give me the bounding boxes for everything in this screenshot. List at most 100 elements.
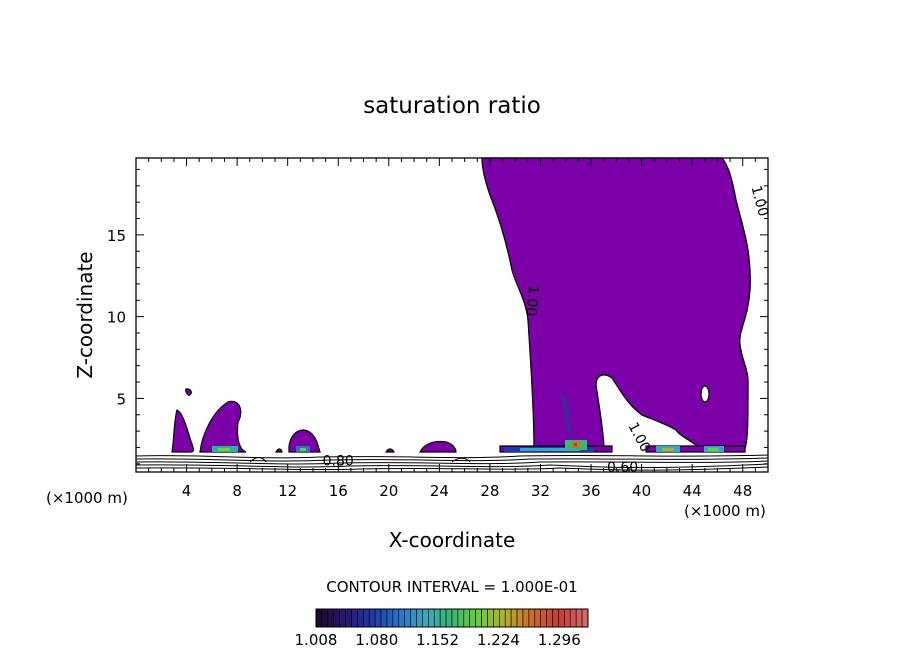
colorbar-swatch: [339, 608, 346, 628]
colorbar-swatch: [422, 608, 429, 628]
colorbar-swatch: [368, 608, 376, 628]
high-sat-streak: [662, 448, 674, 451]
x-tick-label: 36: [581, 482, 600, 500]
colorbar-swatch: [392, 608, 400, 628]
colorbar-swatch: [451, 608, 459, 628]
colorbar-swatch: [374, 608, 382, 628]
colorbar-tick-label: 1.008: [295, 631, 338, 649]
colorbar-swatch: [475, 608, 482, 628]
colorbar-swatch: [321, 608, 329, 628]
saturation-cell-f: [385, 448, 395, 453]
colorbar-swatch: [540, 608, 547, 628]
colorbar-frame: [315, 608, 589, 628]
colorbar-swatch: [463, 608, 471, 628]
colorbar-swatch: [327, 608, 335, 628]
plot-area: [135, 157, 769, 473]
colorbar-swatch: [351, 608, 358, 628]
colorbar-swatch: [404, 608, 411, 628]
high-sat-streak: [218, 448, 230, 451]
high-sat-streak: [300, 448, 306, 451]
y-tick-label: 10: [107, 309, 126, 327]
colorbar-swatch: [439, 608, 447, 628]
y-axis: 5 10 15: [107, 168, 768, 465]
colorbar-swatch: [357, 608, 364, 628]
x-tick-label: 44: [683, 482, 702, 500]
colorbar-swatch: [499, 608, 506, 628]
high-sat-streak: [574, 443, 577, 446]
colorbar-swatch: [581, 608, 589, 628]
contour-interval-label: CONTOUR INTERVAL = 1.000E-01: [326, 578, 577, 596]
colorbar-swatch: [380, 608, 388, 628]
colorbar-swatch: [481, 608, 488, 628]
colorbar-swatch: [493, 608, 500, 628]
colorbar-tick-label: 1.224: [477, 631, 520, 649]
chart-title: saturation ratio: [363, 93, 541, 119]
saturation-cell-c: [185, 388, 192, 396]
x-tick-label: 48: [733, 482, 752, 500]
y-axis-label: Z-coordinate: [73, 251, 97, 378]
colorbar-swatch: [345, 608, 352, 628]
saturation-region-main: [481, 157, 751, 449]
colorbar-swatch: [398, 608, 405, 628]
low-level-contours: [135, 454, 769, 471]
colorbar-swatch: [457, 608, 465, 628]
contour-label: 0.80: [323, 453, 354, 469]
colorbar-swatch: [546, 608, 553, 628]
colorbar-swatch: [504, 608, 512, 628]
saturation-cell-b: [199, 400, 247, 453]
x-unit-left: (×1000 m): [46, 489, 128, 507]
colorbar-swatch: [428, 608, 435, 628]
contour-label: 0.60: [607, 460, 638, 476]
x-axis-label: X-coordinate: [389, 528, 516, 552]
colorbar-swatch: [363, 608, 370, 628]
vertical-streak: [560, 392, 572, 438]
colorbar-swatch: [516, 608, 524, 628]
contour-label: 1.00: [522, 284, 541, 316]
colorbar-swatch: [564, 608, 571, 628]
colorbar-swatch: [487, 608, 494, 628]
colorbar-swatch: [469, 608, 476, 628]
colorbar-swatch: [386, 608, 394, 628]
colorbar-swatch: [315, 608, 323, 628]
colorbar-tick-label: 1.296: [538, 631, 581, 649]
colorbar-swatch: [528, 608, 536, 628]
y-tick-label: 5: [116, 390, 126, 408]
colorbar-tick-label: 1.080: [355, 631, 398, 649]
colorbar-swatch: [522, 608, 530, 628]
colorbar-swatch: [510, 608, 518, 628]
colorbar-swatch: [445, 608, 453, 628]
colorbar-ticks: 1.008 1.080 1.152 1.224 1.296: [295, 631, 581, 649]
saturation-cell-e: [419, 440, 457, 453]
colorbar: [315, 608, 589, 628]
colorbar-swatch: [433, 608, 441, 628]
x-tick-label: 28: [480, 482, 499, 500]
colorbar-swatch: [534, 608, 541, 628]
colorbar-tick-label: 1.152: [416, 631, 459, 649]
contour-labels: 1.00 1.00 1.00 0.80 0.60: [323, 184, 771, 476]
colorbar-swatch: [575, 608, 583, 628]
high-sat-streak: [520, 448, 580, 451]
colorbar-swatch: [333, 608, 340, 628]
x-tick-label: 32: [531, 482, 550, 500]
x-tick-label: 16: [329, 482, 348, 500]
x-tick-label: 4: [182, 482, 192, 500]
saturation-cell-g: [275, 448, 283, 453]
colorbar-swatch: [416, 608, 423, 628]
colorbar-swatch: [410, 608, 417, 628]
x-tick-label: 40: [632, 482, 651, 500]
colorbar-swatch: [552, 608, 559, 628]
x-tick-label: 12: [278, 482, 297, 500]
x-tick-label: 20: [379, 482, 398, 500]
x-axis: 4 8 12 16 20 24 28 32 36 40 44 48: [148, 158, 769, 500]
contour-label: 1.00: [747, 184, 771, 218]
x-tick-label: 24: [430, 482, 449, 500]
contour-label: 1.00: [624, 420, 653, 455]
colorbar-swatch: [558, 608, 565, 628]
x-unit-right: (×1000 m): [684, 502, 766, 520]
y-tick-label: 15: [107, 227, 126, 245]
high-sat-streak: [708, 448, 718, 451]
x-tick-label: 8: [232, 482, 242, 500]
saturation-cell-a: [171, 409, 195, 453]
colorbar-swatch: [569, 608, 577, 628]
